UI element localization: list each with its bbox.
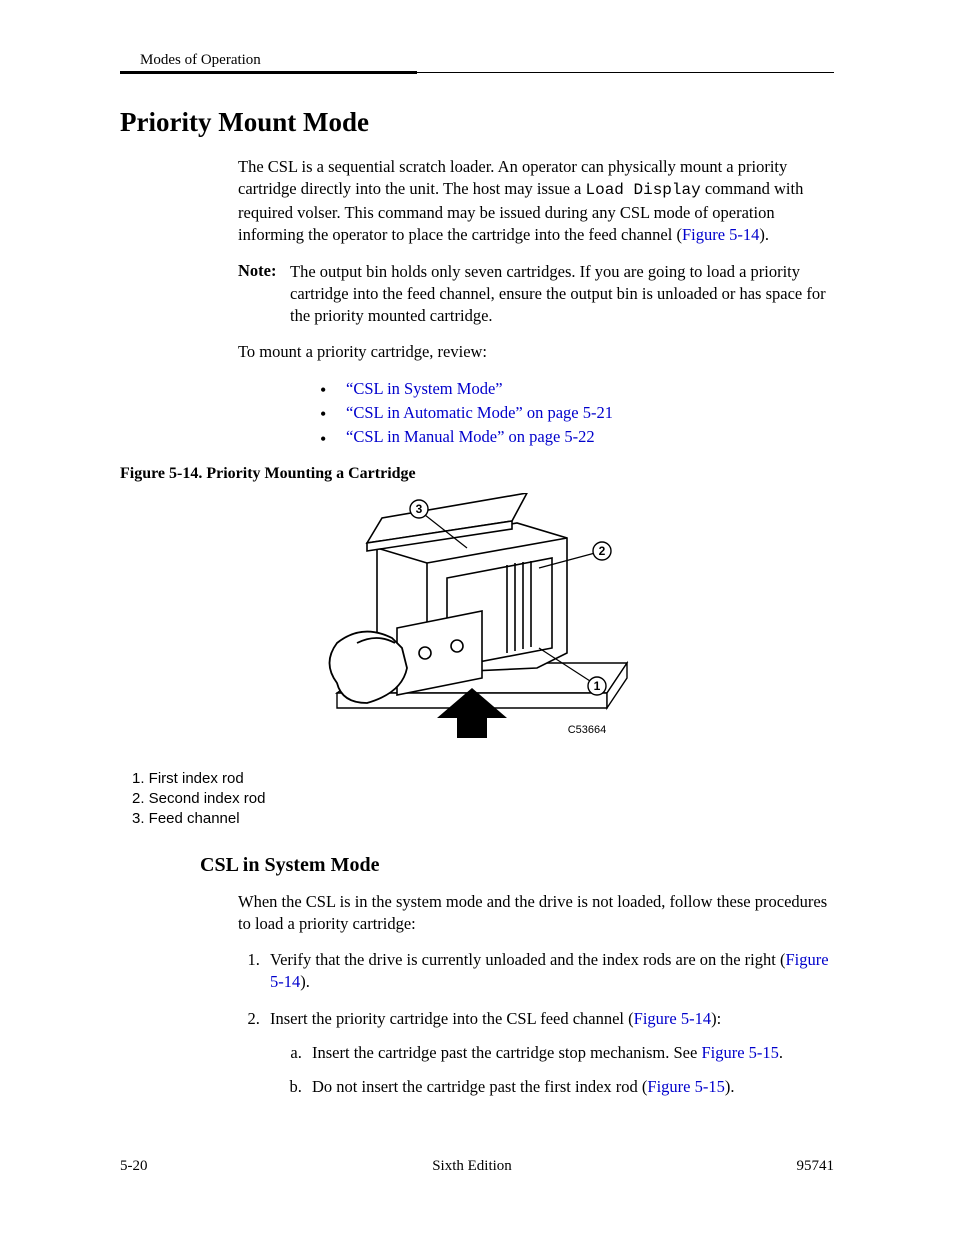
note-text: The output bin holds only seven cartridg… <box>290 261 834 328</box>
callout-1: 1 <box>594 679 601 693</box>
page-title: Priority Mount Mode <box>120 107 834 138</box>
substep-b-figref[interactable]: Figure 5-15 <box>647 1077 724 1096</box>
footer-doc-id: 95741 <box>797 1158 835 1175</box>
step-1-text-a: Verify that the drive is currently unloa… <box>270 950 785 969</box>
substep-b: Do not insert the cartridge past the fir… <box>306 1076 834 1098</box>
callout-2: 2 <box>599 544 606 558</box>
figure-container: 1 2 3 C53664 <box>120 493 834 753</box>
procedure-list: Verify that the drive is currently unloa… <box>264 949 834 1098</box>
substep-b-text-1: Do not insert the cartridge past the fir… <box>312 1077 647 1096</box>
code-load-display: Load Display <box>585 181 700 199</box>
substep-a-text-2: . <box>779 1043 783 1062</box>
page: Modes of Operation Priority Mount Mode T… <box>0 0 954 1235</box>
link-csl-automatic-mode[interactable]: “CSL in Automatic Mode” on page 5-21 <box>346 403 613 422</box>
header-rule-thin <box>417 72 834 73</box>
mount-intro: To mount a priority cartridge, review: <box>238 341 834 363</box>
footer-page-number: 5-20 <box>120 1158 148 1175</box>
legend-item-3: 3. Feed channel <box>132 809 834 829</box>
step-2-text-a: Insert the priority cartridge into the C… <box>270 1009 634 1028</box>
legend-item-1: 1. First index rod <box>132 769 834 789</box>
sub-intro: When the CSL is in the system mode and t… <box>238 891 834 936</box>
body: The CSL is a sequential scratch loader. … <box>238 156 834 451</box>
link-csl-system-mode[interactable]: “CSL in System Mode” <box>346 379 503 398</box>
figure-ref-link[interactable]: Figure 5-14 <box>682 225 759 244</box>
bullet-item: “CSL in System Mode” <box>320 378 834 402</box>
bullet-item: “CSL in Manual Mode” on page 5-22 <box>320 426 834 450</box>
note-label: Note: <box>238 261 276 280</box>
figure-illustration: 1 2 3 C53664 <box>307 493 647 753</box>
running-header-text: Modes of Operation <box>120 52 834 69</box>
subheading-csl-system-mode: CSL in System Mode <box>200 854 834 877</box>
footer-edition: Sixth Edition <box>432 1158 512 1175</box>
step-1: Verify that the drive is currently unloa… <box>264 949 834 994</box>
step-2-text-b: ): <box>711 1009 721 1028</box>
page-footer: 5-20 Sixth Edition 95741 <box>120 1158 834 1175</box>
link-csl-manual-mode[interactable]: “CSL in Manual Mode” on page 5-22 <box>346 427 595 446</box>
substep-b-text-2: ). <box>725 1077 735 1096</box>
header-rule <box>120 71 834 73</box>
figure-caption: Figure 5-14. Priority Mounting a Cartrid… <box>120 465 834 483</box>
note-block: Note: The output bin holds only seven ca… <box>238 260 834 327</box>
callout-3: 3 <box>416 502 423 516</box>
figure-legend: 1. First index rod 2. Second index rod 3… <box>132 769 834 830</box>
header-rule-thick <box>120 71 417 74</box>
step-1-text-b: ). <box>300 972 310 991</box>
substep-a-text-1: Insert the cartridge past the cartridge … <box>312 1043 701 1062</box>
substep-a: Insert the cartridge past the cartridge … <box>306 1042 834 1064</box>
step-2: Insert the priority cartridge into the C… <box>264 1008 834 1099</box>
bullet-list: “CSL in System Mode” “CSL in Automatic M… <box>320 378 834 451</box>
legend-item-2: 2. Second index rod <box>132 789 834 809</box>
substeps: Insert the cartridge past the cartridge … <box>306 1042 834 1099</box>
bullet-item: “CSL in Automatic Mode” on page 5-21 <box>320 402 834 426</box>
substep-a-figref[interactable]: Figure 5-15 <box>701 1043 778 1062</box>
intro-text-3: ). <box>759 225 769 244</box>
running-header: Modes of Operation <box>120 52 834 73</box>
step-2-figref[interactable]: Figure 5-14 <box>634 1009 711 1028</box>
sub-body: When the CSL is in the system mode and t… <box>238 891 834 1099</box>
intro-paragraph: The CSL is a sequential scratch loader. … <box>238 156 834 246</box>
figure-id-label: C53664 <box>568 724 607 736</box>
